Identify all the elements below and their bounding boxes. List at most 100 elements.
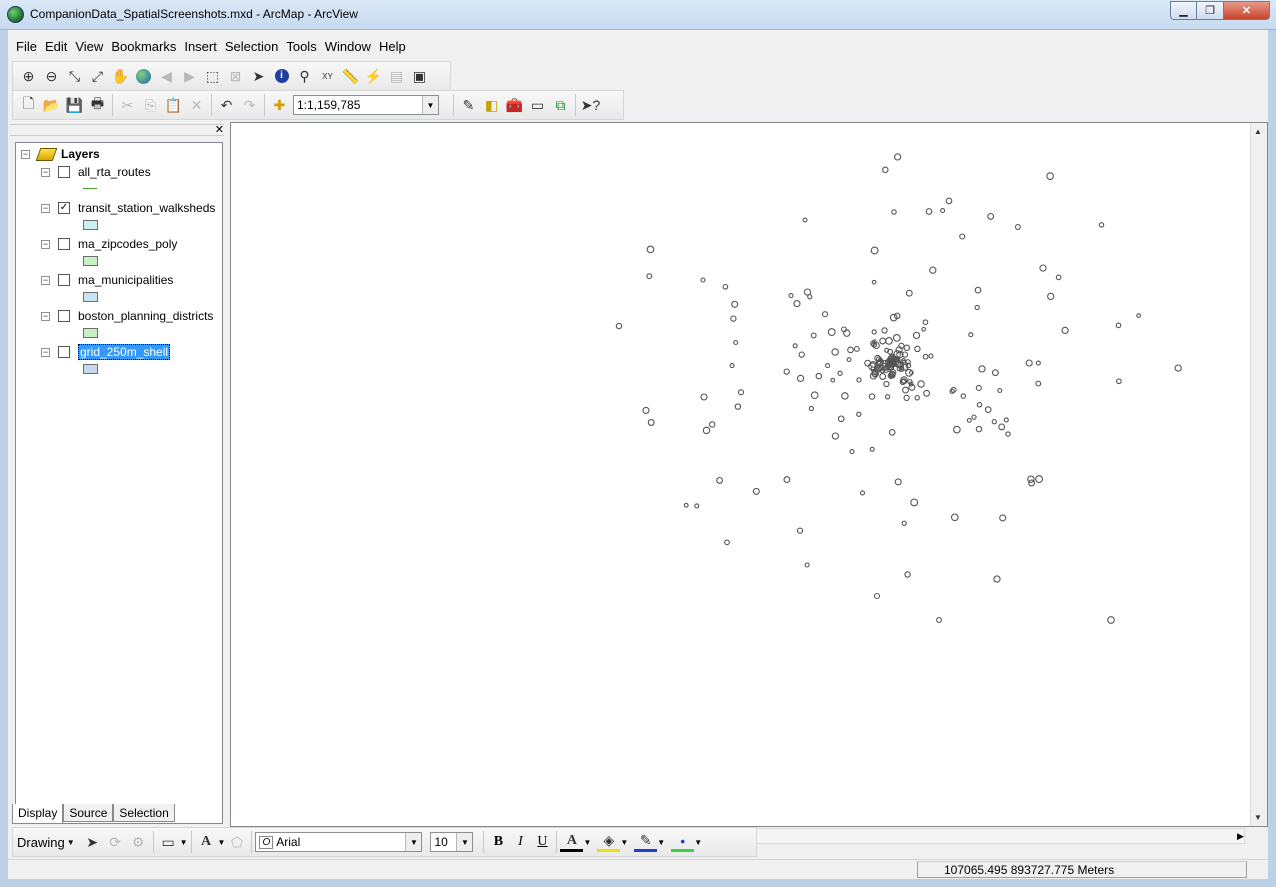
- zoom-out-icon[interactable]: ⊖: [45, 67, 58, 84]
- underline-button[interactable]: U: [537, 834, 548, 849]
- fixed-zoom-in-icon[interactable]: ⤡: [68, 67, 81, 84]
- collapse-icon[interactable]: −: [41, 202, 50, 213]
- forward-extent-icon[interactable]: ▶: [184, 67, 195, 84]
- chevron-down-icon[interactable]: ▼: [66, 837, 75, 847]
- measure-icon[interactable]: 📏: [341, 67, 360, 84]
- open-icon[interactable]: 📂: [42, 96, 61, 113]
- close-icon[interactable]: ✕: [214, 124, 224, 136]
- select-elements-icon[interactable]: ➤: [252, 67, 265, 84]
- find-icon[interactable]: ⚲: [299, 67, 310, 84]
- menu-window[interactable]: Window: [324, 38, 371, 54]
- layer-name[interactable]: all_rta_routes: [78, 165, 151, 179]
- menu-help[interactable]: Help: [378, 38, 406, 54]
- layer-visibility-checkbox[interactable]: ✓: [58, 202, 70, 214]
- chevron-down-icon[interactable]: ▼: [217, 837, 226, 847]
- tab-selection[interactable]: Selection: [113, 804, 175, 822]
- collapse-icon[interactable]: −: [21, 148, 30, 159]
- fill-symbol-swatch[interactable]: [83, 256, 98, 266]
- zoom-to-selected-elements-icon[interactable]: ⚙: [131, 833, 145, 850]
- font-family-combo[interactable]: O Arial ▼: [255, 832, 423, 852]
- layer-name[interactable]: ma_zipcodes_poly: [78, 237, 178, 251]
- layer-visibility-checkbox[interactable]: [58, 346, 70, 358]
- new-icon[interactable]: 🗋: [22, 95, 35, 111]
- scroll-down-icon[interactable]: ▼: [1254, 813, 1262, 822]
- layer-row-ma-municipalities[interactable]: − ma_municipalities: [41, 271, 173, 289]
- layer-row-transit-station-walksheds[interactable]: − ✓ transit_station_walksheds: [41, 199, 215, 217]
- cut-icon[interactable]: ✂: [121, 96, 134, 113]
- line-symbol-swatch[interactable]: [83, 188, 97, 189]
- full-extent-icon[interactable]: [132, 65, 155, 87]
- scroll-up-icon[interactable]: ▲: [1254, 127, 1262, 136]
- rotate-icon[interactable]: ⟳: [109, 833, 121, 850]
- fill-symbol-swatch[interactable]: [83, 328, 98, 338]
- print-icon[interactable]: 🖶: [90, 95, 105, 111]
- collapse-icon[interactable]: −: [41, 274, 50, 285]
- fill-symbol-swatch[interactable]: [83, 292, 98, 302]
- rectangle-icon[interactable]: ▭: [161, 833, 175, 850]
- undo-icon[interactable]: ↶: [220, 96, 233, 113]
- layer-row-grid-250m-shell[interactable]: − grid_250m_shell: [41, 343, 171, 361]
- layer-name[interactable]: ma_municipalities: [78, 273, 174, 287]
- fill-color-icon[interactable]: ◈: [597, 832, 621, 852]
- hyperlink-icon[interactable]: ⚡: [364, 67, 383, 84]
- drawing-menu[interactable]: Drawing: [17, 834, 65, 850]
- chevron-down-icon[interactable]: ▼: [694, 837, 703, 847]
- layer-visibility-checkbox[interactable]: [58, 310, 70, 322]
- font-size-combo[interactable]: 10 ▼: [430, 832, 474, 852]
- go-to-xy-icon[interactable]: XY: [322, 71, 333, 81]
- chevron-down-icon[interactable]: ▼: [405, 833, 422, 851]
- menu-insert[interactable]: Insert: [184, 38, 217, 54]
- pan-icon[interactable]: ✋: [111, 67, 130, 84]
- menu-edit[interactable]: Edit: [44, 38, 68, 54]
- chevron-down-icon[interactable]: ▼: [620, 837, 629, 847]
- add-data-icon[interactable]: ✚: [273, 96, 286, 113]
- layer-name-selected[interactable]: grid_250m_shell: [78, 344, 171, 360]
- clear-selection-icon[interactable]: ⊠: [229, 67, 242, 84]
- fill-symbol-swatch[interactable]: [83, 364, 98, 374]
- collapse-icon[interactable]: −: [41, 166, 50, 177]
- select-elements-icon[interactable]: ➤: [86, 833, 98, 850]
- edit-vertices-icon[interactable]: ⬠: [230, 833, 244, 850]
- chevron-down-icon[interactable]: ▼: [657, 837, 666, 847]
- html-popup-icon[interactable]: ▤: [389, 67, 404, 84]
- delete-icon[interactable]: ✕: [190, 96, 203, 113]
- identify-icon[interactable]: i: [270, 65, 293, 87]
- layer-name[interactable]: transit_station_walksheds: [78, 201, 216, 215]
- scroll-right-icon[interactable]: ▶: [1237, 830, 1244, 841]
- vertical-scrollbar[interactable]: ▲ ▼: [1250, 123, 1267, 826]
- chevron-down-icon[interactable]: ▼: [179, 837, 188, 847]
- chevron-down-icon[interactable]: ▼: [583, 837, 592, 847]
- select-features-icon[interactable]: ⬚: [205, 67, 220, 84]
- menu-file[interactable]: File: [16, 38, 37, 54]
- editor-toolbar-icon[interactable]: ✎: [462, 96, 475, 113]
- chevron-down-icon[interactable]: ▼: [422, 96, 438, 114]
- italic-button[interactable]: I: [518, 834, 523, 849]
- marker-color-icon[interactable]: •: [671, 832, 695, 852]
- layer-name[interactable]: boston_planning_districts: [78, 309, 214, 323]
- whats-this-icon[interactable]: ➤?: [580, 96, 601, 113]
- menu-view[interactable]: View: [75, 38, 104, 54]
- arctoolbox-icon[interactable]: 🧰: [505, 96, 524, 113]
- minimize-button[interactable]: ▁: [1170, 1, 1197, 20]
- menu-tools[interactable]: Tools: [286, 38, 317, 54]
- copy-icon[interactable]: ⎘: [144, 96, 157, 113]
- paste-icon[interactable]: 📋: [164, 96, 183, 113]
- map-display[interactable]: ▲ ▼: [230, 122, 1268, 827]
- tab-display[interactable]: Display: [12, 804, 64, 824]
- layer-visibility-checkbox[interactable]: [58, 238, 70, 250]
- create-viewer-icon[interactable]: ▣: [412, 67, 427, 84]
- map-features[interactable]: [231, 123, 1251, 826]
- map-scale-combo[interactable]: 1:1,159,785 ▼: [293, 95, 439, 115]
- layer-row-all-rta-routes[interactable]: − all_rta_routes: [41, 163, 151, 181]
- layer-visibility-checkbox[interactable]: [58, 166, 70, 178]
- maximize-button[interactable]: ❐: [1197, 1, 1224, 20]
- fill-symbol-swatch[interactable]: [83, 220, 98, 230]
- collapse-icon[interactable]: −: [41, 310, 50, 321]
- save-icon[interactable]: 💾: [65, 96, 84, 113]
- text-icon[interactable]: A: [200, 834, 212, 849]
- menu-bookmarks[interactable]: Bookmarks: [111, 38, 177, 54]
- tab-source[interactable]: Source: [63, 804, 114, 822]
- layer-row-boston-planning-districts[interactable]: − boston_planning_districts: [41, 307, 213, 325]
- bold-button[interactable]: B: [493, 834, 504, 849]
- modelbuilder-icon[interactable]: ⧉: [555, 96, 566, 113]
